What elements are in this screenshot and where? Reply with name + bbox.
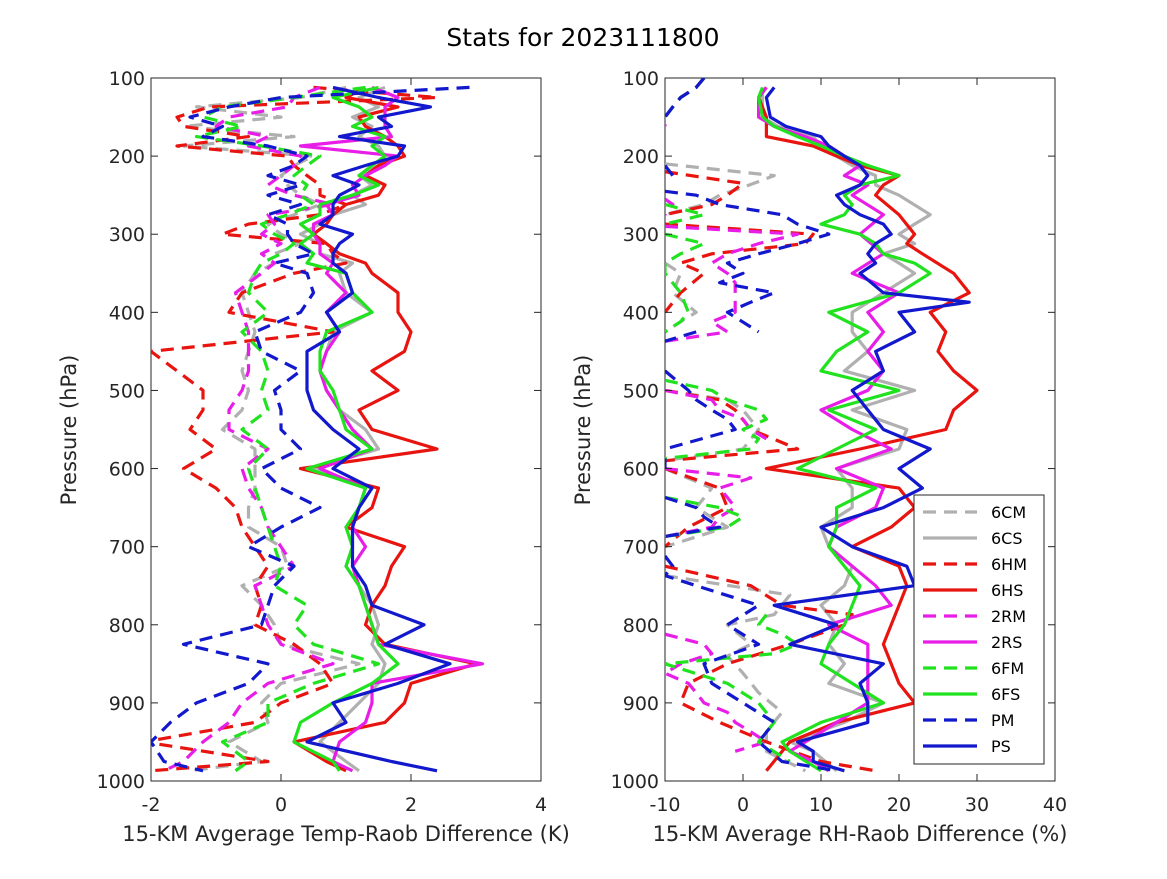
rh-series-pm xyxy=(665,164,675,177)
rh-series-pm xyxy=(665,369,737,451)
legend-box xyxy=(913,494,1045,765)
legend-label-6cm: 6CM xyxy=(991,503,1026,522)
rh-series-6cm xyxy=(665,574,807,773)
rh-x-axis-label: 15-KM Average RH-Raob Difference (%) xyxy=(653,822,1068,846)
rh-series-6fm xyxy=(665,202,706,226)
rh-panel: -10 0 10 20 30 40 100 200 300 400 500 600 700 800 900 1… xyxy=(571,68,1067,846)
rh-x-tick-label: 0 xyxy=(737,794,749,816)
rh-axes: -10 0 10 20 30 40 100 200 300 400 500 600 700 800 900 1… xyxy=(611,68,1067,816)
rh-series-6hm xyxy=(665,222,815,314)
rh-series-group xyxy=(665,78,979,773)
temp-y-tick-label: 700 xyxy=(109,537,145,559)
legend-label-6hs: 6HS xyxy=(991,581,1023,600)
temp-y-tick-label: 1000 xyxy=(97,771,145,793)
temp-x-tick-label: 4 xyxy=(535,794,547,816)
rh-series-2rm xyxy=(665,197,675,216)
rh-series-6hm xyxy=(665,467,730,548)
legend-label-6fm: 6FM xyxy=(991,659,1024,678)
rh-x-tick-label: 30 xyxy=(965,794,989,816)
temp-series-pm xyxy=(151,85,470,773)
temp-x-axis-label: 15-KM Avgerage Temp-Raob Difference (K) xyxy=(122,822,570,846)
rh-series-2rm xyxy=(665,467,753,539)
rh-y-tick-label: 200 xyxy=(623,146,659,168)
rh-series-ps xyxy=(764,86,971,773)
rh-series-2rm xyxy=(665,632,769,753)
temp-series-ps xyxy=(305,85,452,773)
temp-y-tick-label: 800 xyxy=(109,615,145,637)
rh-series-2rm xyxy=(665,388,768,441)
rh-y-tick-label: 800 xyxy=(623,615,659,637)
rh-y-axis-label: Pressure (hPa) xyxy=(571,355,595,506)
rh-y-tick-label: 900 xyxy=(623,693,659,715)
rh-y-tick-label: 300 xyxy=(623,224,659,246)
legend-label-6fs: 6FS xyxy=(991,685,1020,704)
rh-y-tick-label: 600 xyxy=(623,459,659,481)
rh-series-6hm xyxy=(665,170,745,217)
legend-label-pm: PM xyxy=(991,711,1014,730)
legend-label-6cs: 6CS xyxy=(991,529,1023,548)
legend-label-6hm: 6HM xyxy=(991,555,1027,574)
temp-y-tick-label: 200 xyxy=(109,146,145,168)
temp-y-tick-label: 500 xyxy=(109,380,145,402)
temp-x-tick-label: 0 xyxy=(275,794,287,816)
rh-series-pm xyxy=(665,189,831,334)
rh-x-tick-label: -10 xyxy=(649,794,680,816)
rh-series-2rm xyxy=(665,224,800,343)
temp-y-tick-label: 300 xyxy=(109,224,145,246)
temp-x-tick-label: -2 xyxy=(142,794,161,816)
rh-y-tick-label: 700 xyxy=(623,537,659,559)
temp-axes: -2 0 2 4 100 200 300 400 500 600 700 800 900 1000 xyxy=(97,68,547,816)
temp-panel: -2 0 2 4 100 200 300 400 500 600 700 800 900 1000 15-… xyxy=(57,68,570,846)
rh-y-tick-label: 500 xyxy=(623,380,659,402)
temp-y-tick-label: 600 xyxy=(109,459,145,481)
legend-label-ps: PS xyxy=(991,737,1011,756)
figure-title: Stats for 2023111800 xyxy=(446,23,719,52)
rh-x-tick-label: 10 xyxy=(809,794,833,816)
legend-items: 6CM 6CS 6HM 6HS 2RM 2RS 6FM 6FS PM PS xyxy=(923,503,1027,756)
temp-series-6hm xyxy=(151,85,439,773)
rh-y-tick-label: 1000 xyxy=(611,771,659,793)
rh-series-pm xyxy=(665,555,837,773)
legend-label-2rs: 2RS xyxy=(991,633,1022,652)
temp-y-tick-label: 400 xyxy=(109,302,145,324)
rh-series-6hm xyxy=(665,564,876,773)
rh-x-tick-label: 40 xyxy=(1043,794,1067,816)
temp-y-tick-label: 100 xyxy=(109,68,145,90)
legend-label-2rm: 2RM xyxy=(991,607,1026,626)
rh-series-pm xyxy=(665,330,697,343)
legend: 6CM 6CS 6HM 6HS 2RM 2RS 6FM 6FS PM PS xyxy=(913,494,1045,765)
temp-series-6fm xyxy=(194,85,381,773)
rh-series-6fm xyxy=(665,232,706,334)
rh-series-6fm xyxy=(665,378,769,460)
temp-y-tick-label: 900 xyxy=(109,693,145,715)
temp-series-group xyxy=(151,85,485,773)
rh-x-tick-label: 20 xyxy=(887,794,911,816)
temp-y-axis-label: Pressure (hPa) xyxy=(57,355,81,506)
rh-series-pm xyxy=(665,495,722,539)
rh-series-6fs xyxy=(756,86,932,773)
rh-y-tick-label: 400 xyxy=(623,302,659,324)
temp-x-tick-label: 2 xyxy=(405,794,417,816)
rh-y-tick-label: 100 xyxy=(623,68,659,90)
rh-series-pm xyxy=(665,78,706,119)
